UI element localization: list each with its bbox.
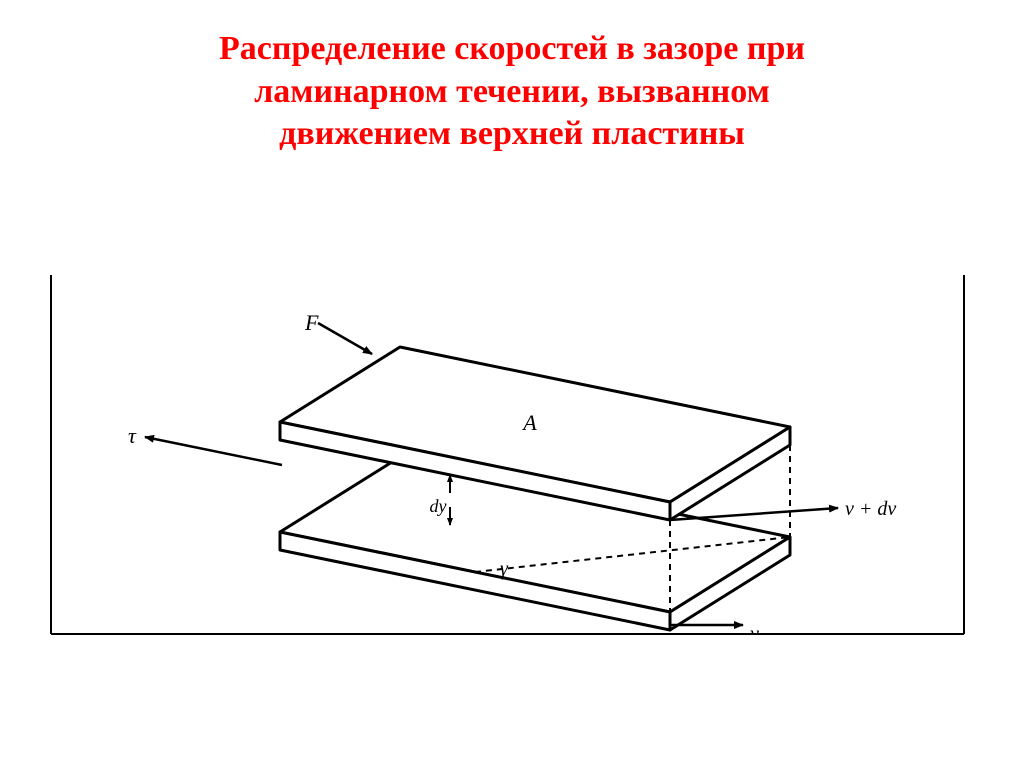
label-gamma: γ <box>500 558 509 580</box>
shear-arrow-tau <box>145 437 282 465</box>
force-arrow-F <box>318 323 372 354</box>
label-tau: τ <box>128 423 137 448</box>
page-title: Распределение скоростей в зазоре при лам… <box>0 0 1024 156</box>
label-F: F <box>304 310 319 335</box>
label-dy: dy <box>430 496 447 516</box>
title-line-1: Распределение скоростей в зазоре при <box>219 30 805 67</box>
title-line-2: ламинарном течении, вызванном <box>254 73 770 110</box>
title-line-3: движением верхней пластины <box>279 115 745 152</box>
velocity-arrow-top <box>670 508 838 520</box>
couette-flow-diagram: F A τ dy γ v + dv v <box>50 275 965 635</box>
label-A: A <box>521 410 537 435</box>
label-v: v <box>750 623 759 635</box>
label-v-plus-dv: v + dv <box>845 498 896 520</box>
